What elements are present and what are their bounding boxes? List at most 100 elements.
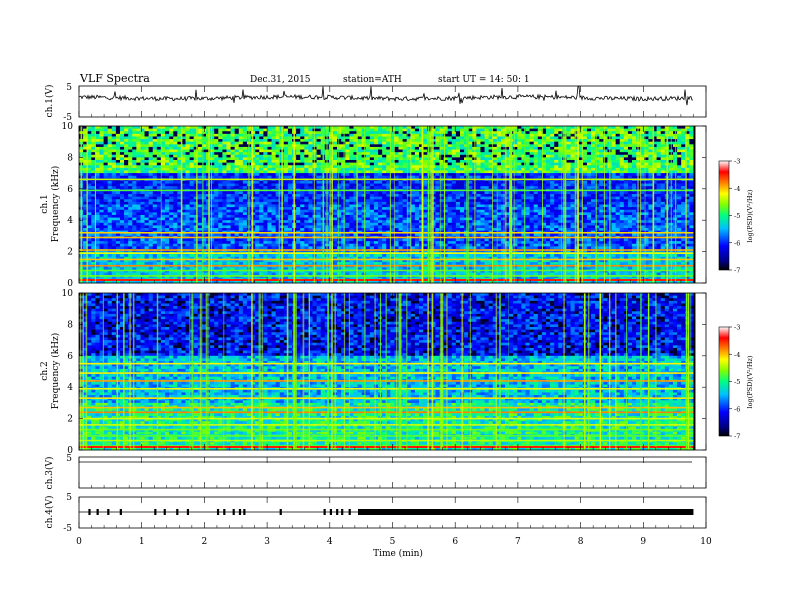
spectrogram-cell bbox=[538, 163, 543, 166]
spectrogram-cell bbox=[259, 136, 264, 139]
spectrogram-cell bbox=[550, 160, 555, 163]
spectrogram-cell bbox=[530, 139, 535, 142]
spectrogram-cell bbox=[218, 165, 223, 168]
spectrogram-cell bbox=[165, 165, 170, 168]
spectrogram-cell bbox=[362, 134, 367, 137]
spectrogram-cell bbox=[603, 163, 608, 166]
spectrogram-cell bbox=[501, 126, 506, 129]
spectrogram-cell bbox=[657, 170, 662, 173]
spectrogram-cell bbox=[272, 163, 277, 166]
spectrogram-cell bbox=[198, 155, 203, 158]
spectrogram-cell bbox=[612, 134, 617, 137]
spectrogram-cell bbox=[374, 150, 379, 153]
spectrogram-cell bbox=[95, 165, 100, 168]
spectrogram-cell bbox=[116, 126, 121, 129]
spectrogram-cell bbox=[165, 142, 170, 145]
spectrogram-cell bbox=[399, 163, 404, 166]
spectrogram-cell bbox=[214, 147, 219, 150]
spectrogram-cell bbox=[132, 144, 137, 147]
spectrogram-cell bbox=[476, 136, 481, 139]
spectrogram-cell bbox=[300, 139, 305, 142]
spectrogram-cell bbox=[399, 155, 404, 158]
spectrogram-cell bbox=[538, 147, 543, 150]
spectrogram-cell bbox=[591, 155, 596, 158]
spectrogram-cell bbox=[186, 139, 191, 142]
spectrogram-cell bbox=[198, 129, 203, 132]
spectrogram-cell bbox=[374, 147, 379, 150]
spectrogram-cell bbox=[128, 139, 133, 142]
spectrogram-cell bbox=[480, 139, 485, 142]
spectrogram-cell bbox=[149, 170, 154, 173]
spectrogram-cell bbox=[681, 136, 686, 139]
spectrogram-cell bbox=[456, 134, 461, 137]
spectrogram-cell bbox=[358, 136, 363, 139]
spectrogram-cell bbox=[415, 152, 420, 155]
spectrogram-cell bbox=[124, 157, 129, 160]
spectrogram-cell bbox=[448, 139, 453, 142]
spectrogram-cell bbox=[284, 157, 289, 160]
spectrogram-cell bbox=[132, 157, 137, 160]
spectrogram-cell bbox=[538, 144, 543, 147]
spectrogram-cell bbox=[530, 168, 535, 171]
spectrogram-cell bbox=[218, 152, 223, 155]
spectrogram-cell bbox=[657, 147, 662, 150]
spectrogram-cell bbox=[370, 150, 375, 153]
spectrogram-cell bbox=[296, 165, 301, 168]
spectrogram-cell bbox=[206, 142, 211, 145]
spectrogram-cell bbox=[558, 134, 563, 137]
spectrogram-cell bbox=[345, 163, 350, 166]
spectrogram-cell bbox=[153, 144, 158, 147]
spectrogram-cell bbox=[587, 155, 592, 158]
spectrogram-cell bbox=[583, 147, 588, 150]
spectrogram-cell bbox=[485, 129, 490, 132]
spectrogram-cell bbox=[476, 144, 481, 147]
spectrogram-cell bbox=[423, 131, 428, 134]
spectrogram-cell bbox=[99, 134, 104, 137]
spectrogram-cell bbox=[226, 126, 231, 129]
spectrogram-cell bbox=[423, 160, 428, 163]
spectrogram-cell bbox=[657, 142, 662, 145]
spectrogram-cell bbox=[624, 160, 629, 163]
spectrogram-cell bbox=[587, 170, 592, 173]
spectrogram-cell bbox=[550, 165, 555, 168]
spectrogram-cell bbox=[136, 150, 141, 153]
spectrogram-cell bbox=[591, 152, 596, 155]
spectrogram-cell bbox=[648, 163, 653, 166]
spectrogram-cell bbox=[349, 144, 354, 147]
spectrogram-cell bbox=[190, 173, 195, 176]
spectrogram-cell bbox=[378, 129, 383, 132]
spectrogram-cell bbox=[677, 163, 682, 166]
spectrogram-cell bbox=[624, 129, 629, 132]
spectrogram-cell bbox=[304, 136, 309, 139]
spectrogram-cell bbox=[140, 131, 145, 134]
spectrogram-cell bbox=[657, 136, 662, 139]
spectrogram-cell bbox=[337, 170, 342, 173]
spectrogram-cell bbox=[681, 129, 686, 132]
spectrogram-cell bbox=[480, 129, 485, 132]
spectrogram-cell bbox=[116, 131, 121, 134]
spectrogram-cell bbox=[243, 126, 248, 129]
spectrogram-cell bbox=[456, 170, 461, 173]
spectrogram-cell bbox=[456, 136, 461, 139]
spectrogram-cell bbox=[550, 139, 555, 142]
spectrogram-cell bbox=[435, 168, 440, 171]
spectrogram-cell bbox=[628, 152, 633, 155]
spectrogram-cell bbox=[485, 163, 490, 166]
spectrogram-cell bbox=[317, 150, 322, 153]
spectrogram-cell bbox=[677, 147, 682, 150]
spectrogram-cell bbox=[632, 160, 637, 163]
spectrogram-cell bbox=[689, 139, 694, 142]
spectrogram-cell bbox=[554, 155, 559, 158]
spectrogram-cell bbox=[493, 155, 498, 158]
spectrogram-cell bbox=[349, 134, 354, 137]
spectrogram-cell bbox=[583, 134, 588, 137]
spectrogram-cell bbox=[448, 136, 453, 139]
spectrogram-cell bbox=[165, 131, 170, 134]
spectrogram-cell bbox=[501, 131, 506, 134]
spectrogram-cell bbox=[145, 155, 150, 158]
spectrogram-cell bbox=[112, 134, 117, 137]
spectrogram-cell bbox=[661, 152, 666, 155]
spectrogram-cell bbox=[599, 129, 604, 132]
spectrogram-cell bbox=[95, 139, 100, 142]
spectrogram-cell bbox=[661, 168, 666, 171]
